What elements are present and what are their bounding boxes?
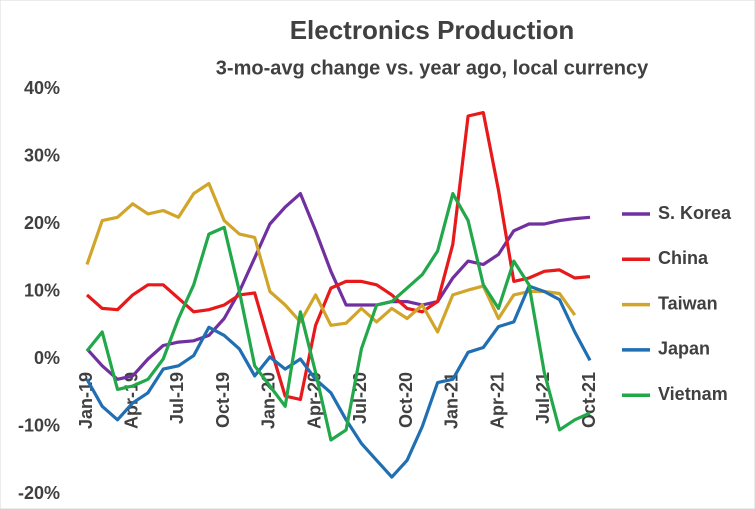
x-tick-label: Jan-19 bbox=[76, 372, 96, 429]
x-tick-label: Jan-20 bbox=[259, 372, 279, 429]
series-line bbox=[85, 111, 591, 402]
y-tick-label: 0% bbox=[34, 348, 60, 368]
series-line bbox=[85, 192, 591, 442]
x-tick-label: Oct-21 bbox=[579, 372, 599, 428]
legend-label: Japan bbox=[658, 339, 710, 359]
x-tick-label: Oct-19 bbox=[213, 372, 233, 428]
chart-subtitle: 3-mo-avg change vs. year ago, local curr… bbox=[216, 57, 649, 79]
y-tick-label: -20% bbox=[18, 483, 60, 503]
legend-label: S. Korea bbox=[658, 203, 732, 223]
x-tick-label: Apr-21 bbox=[487, 372, 507, 429]
y-tick-label: -10% bbox=[18, 415, 60, 435]
x-tick-label: Oct-20 bbox=[396, 372, 416, 428]
x-tick-label: Jan-21 bbox=[442, 372, 462, 429]
y-tick-label: 20% bbox=[24, 213, 60, 233]
legend-label: Vietnam bbox=[658, 384, 728, 404]
y-tick-label: 10% bbox=[24, 280, 60, 300]
y-tick-label: 30% bbox=[24, 145, 60, 165]
chart-title: Electronics Production bbox=[290, 15, 575, 45]
series-line bbox=[85, 181, 577, 334]
x-tick-label: Jul-19 bbox=[167, 372, 187, 424]
series-line bbox=[85, 284, 592, 479]
y-tick-label: 40% bbox=[24, 78, 60, 98]
legend-label: China bbox=[658, 248, 709, 268]
legend-label: Taiwan bbox=[658, 293, 718, 313]
